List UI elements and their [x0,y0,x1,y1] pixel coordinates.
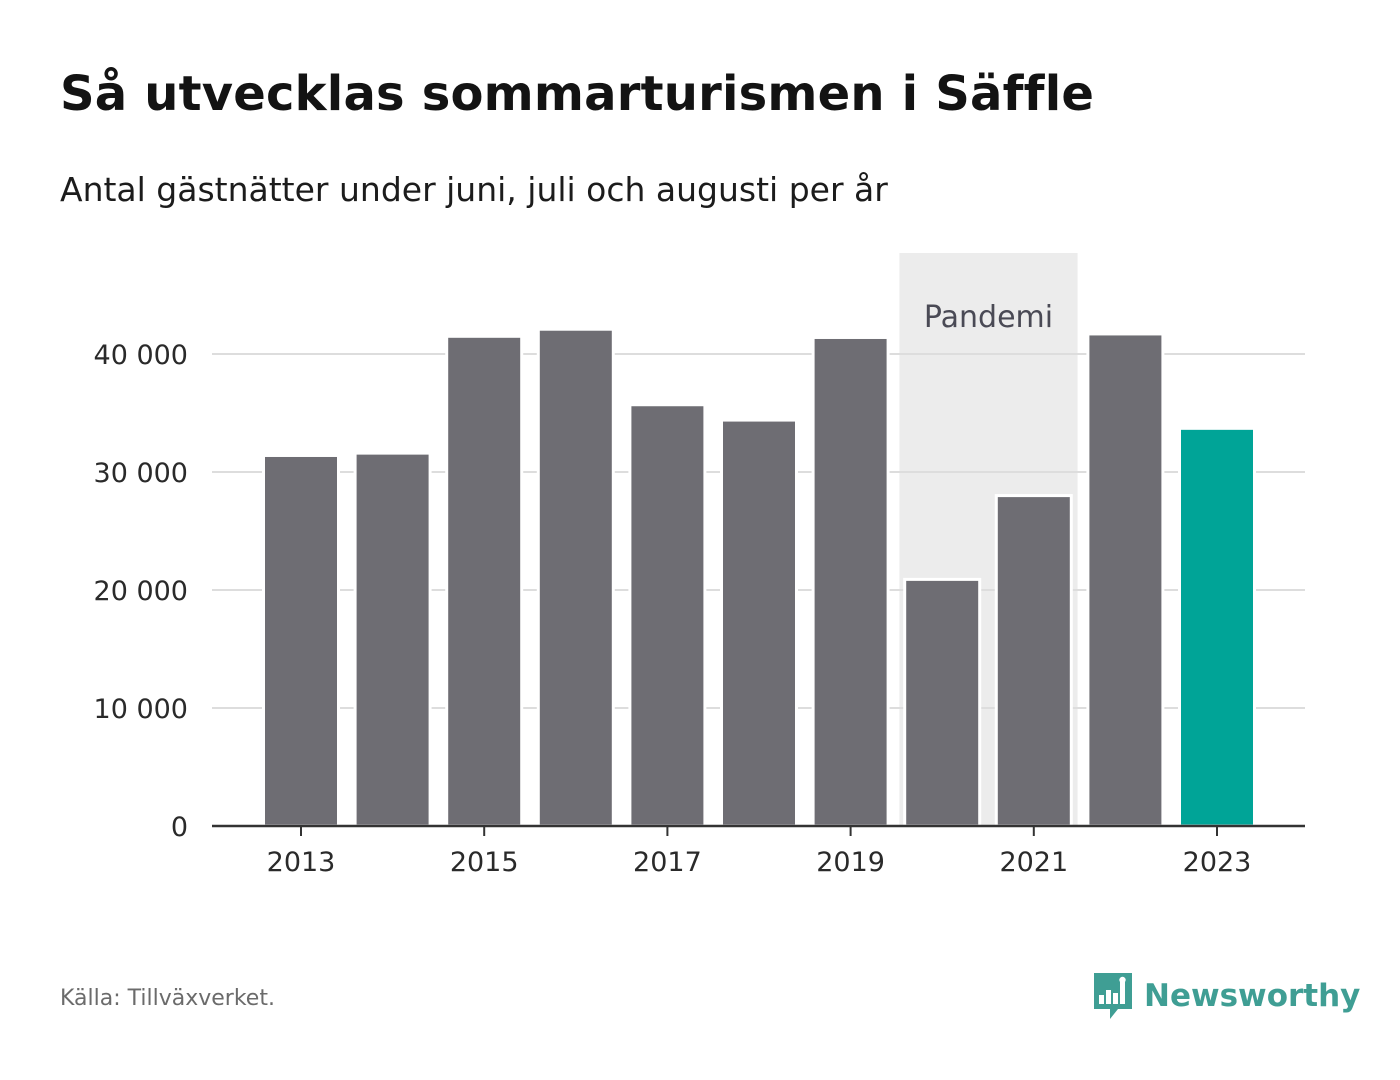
chart-title: Så utvecklas sommarturismen i Säffle [60,66,1095,122]
chart-subtitle: Antal gästnätter under juni, juli och au… [60,170,888,209]
pandemic-label: Pandemi [924,300,1053,335]
bar-2018 [720,418,798,828]
bar-2017 [628,403,707,828]
x-tick-label: 2021 [999,847,1068,878]
bar-2014 [353,451,432,828]
bar-2021 [994,494,1073,828]
brand-logo: Newsworthy [1092,970,1360,1022]
bar-2013 [262,453,340,828]
y-tick-label: 10 000 [94,694,188,725]
x-tick-label: 2019 [816,847,885,878]
y-tick-label: 40 000 [94,340,188,371]
x-tick-label: 2023 [1183,847,1252,878]
x-tick-label: 2015 [450,847,519,878]
bar-2020 [903,577,982,828]
source-note: Källa: Tillväxverket. [60,986,275,1011]
x-tick-label: 2013 [267,847,336,878]
newsworthy-logo-icon [1094,973,1132,1019]
brand-name: Newsworthy [1144,978,1361,1014]
x-tick-label: 2017 [633,847,702,878]
bar-2022 [1086,332,1165,828]
bar-2015 [445,334,524,828]
bar-2016 [536,327,615,828]
bar-2019 [811,335,890,828]
y-tick-label: 0 [171,812,188,843]
bar-2023 [1178,426,1256,828]
y-tick-label: 20 000 [94,576,188,607]
y-tick-label: 30 000 [94,458,188,489]
